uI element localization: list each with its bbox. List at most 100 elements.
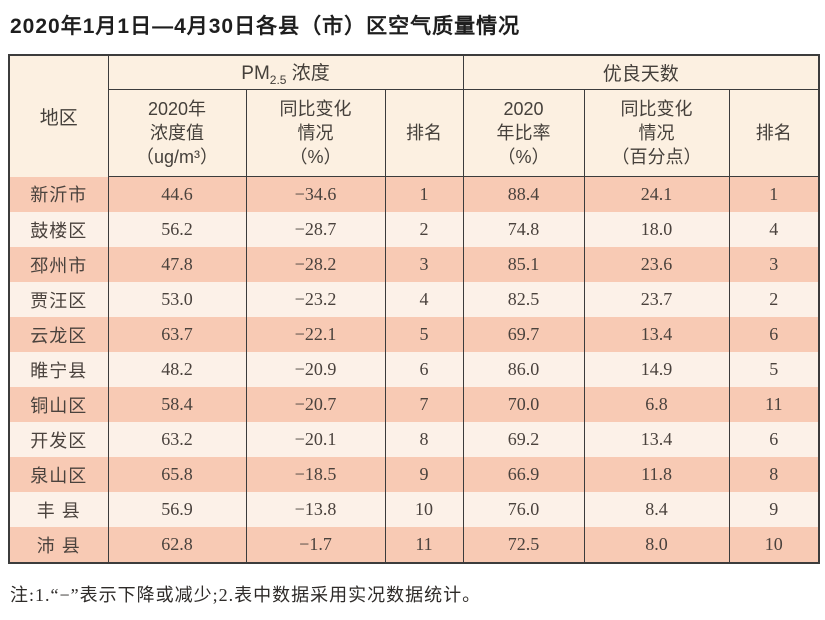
- value-cell: 23.7: [583, 282, 730, 317]
- column-header-good-rank: 排名: [728, 89, 820, 177]
- value-cell: −28.7: [245, 212, 386, 247]
- value-cell: 48.2: [107, 352, 247, 387]
- value-cell: 88.4: [462, 176, 585, 212]
- column-header-pm25-rank: 排名: [384, 89, 464, 177]
- value-cell: 58.4: [107, 387, 247, 422]
- value-cell: 65.8: [107, 457, 247, 492]
- value-cell: −23.2: [245, 282, 386, 317]
- table-body: 新沂市 44.6 −34.6 1 88.4 24.1 1 鼓楼区 56.2 −28.7 2 74.8 1…: [8, 176, 820, 563]
- value-cell: 13.4: [583, 317, 730, 352]
- value-cell: 6.8: [583, 387, 730, 422]
- table-row: 贾汪区 53.0 −23.2 4 82.5 23.7 2: [8, 282, 820, 317]
- pm25-label-suffix: 浓度: [286, 63, 330, 85]
- region-cell: 丰 县: [8, 492, 109, 527]
- value-cell: 63.7: [107, 317, 247, 352]
- region-cell: 云龙区: [8, 317, 109, 352]
- value-cell: −13.8: [245, 492, 386, 527]
- value-cell: 44.6: [107, 176, 247, 212]
- value-cell: 2: [728, 282, 820, 317]
- value-cell: 53.0: [107, 282, 247, 317]
- value-cell: −22.1: [245, 317, 386, 352]
- region-cell: 新沂市: [8, 176, 109, 212]
- pm25-label-subscript: 2.5: [269, 72, 287, 87]
- value-cell: 47.8: [107, 247, 247, 282]
- value-cell: 10: [728, 527, 820, 563]
- table-row: 新沂市 44.6 −34.6 1 88.4 24.1 1: [8, 176, 820, 212]
- page-title: 2020年1月1日—4月30日各县（市）区空气质量情况: [10, 15, 521, 38]
- value-cell: 1: [728, 176, 820, 212]
- value-cell: 11: [384, 527, 464, 563]
- region-cell: 开发区: [8, 422, 109, 457]
- value-cell: 6: [728, 422, 820, 457]
- value-cell: 14.9: [583, 352, 730, 387]
- value-cell: 56.2: [107, 212, 247, 247]
- group-header-row: 地区 PM2.5 浓度 优良天数: [8, 55, 820, 177]
- value-cell: 8.4: [583, 492, 730, 527]
- value-cell: 86.0: [462, 352, 585, 387]
- table-row: 鼓楼区 56.2 −28.7 2 74.8 18.0 4: [8, 212, 820, 247]
- region-cell: 邳州市: [8, 247, 109, 282]
- value-cell: 69.7: [462, 317, 585, 352]
- value-cell: 1: [384, 176, 464, 212]
- column-header-pm25-value: 2020年 浓度值 （ug/m³）: [107, 89, 247, 177]
- value-cell: 5: [384, 317, 464, 352]
- value-cell: 4: [384, 282, 464, 317]
- value-cell: 2: [384, 212, 464, 247]
- value-cell: 23.6: [583, 247, 730, 282]
- table-row: 云龙区 63.7 −22.1 5 69.7 13.4 6: [8, 317, 820, 352]
- region-cell: 睢宁县: [8, 352, 109, 387]
- pm25-label-prefix: PM: [241, 63, 270, 85]
- value-cell: 10: [384, 492, 464, 527]
- region-cell: 沛 县: [8, 527, 109, 563]
- column-header-pm25-change: 同比变化 情况 （%）: [245, 89, 386, 177]
- value-cell: −20.7: [245, 387, 386, 422]
- table-row: 邳州市 47.8 −28.2 3 85.1 23.6 3: [8, 247, 820, 282]
- region-cell: 铜山区: [8, 387, 109, 422]
- value-cell: 82.5: [462, 282, 585, 317]
- table-row: 开发区 63.2 −20.1 8 69.2 13.4 6: [8, 422, 820, 457]
- value-cell: −20.9: [245, 352, 386, 387]
- region-cell: 泉山区: [8, 457, 109, 492]
- value-cell: 63.2: [107, 422, 247, 457]
- table-header: 地区 PM2.5 浓度 优良天数 2020年 浓度值 （ug/m³） 同比变化 …: [8, 55, 820, 177]
- value-cell: 56.9: [107, 492, 247, 527]
- value-cell: 9: [384, 457, 464, 492]
- value-cell: 24.1: [583, 176, 730, 212]
- value-cell: 66.9: [462, 457, 585, 492]
- value-cell: 72.5: [462, 527, 585, 563]
- value-cell: −34.6: [245, 176, 386, 212]
- value-cell: 69.2: [462, 422, 585, 457]
- value-cell: 9: [728, 492, 820, 527]
- value-cell: 18.0: [583, 212, 730, 247]
- value-cell: 62.8: [107, 527, 247, 563]
- value-cell: 8: [384, 422, 464, 457]
- value-cell: −1.7: [245, 527, 386, 563]
- region-cell: 贾汪区: [8, 282, 109, 317]
- group-header-good-days: 优良天数: [462, 55, 820, 90]
- table-row: 泉山区 65.8 −18.5 9 66.9 11.8 8: [8, 457, 820, 492]
- table-row: 睢宁县 48.2 −20.9 6 86.0 14.9 5: [8, 352, 820, 387]
- value-cell: 74.8: [462, 212, 585, 247]
- column-header-good-ratio: 2020 年比率 （%）: [462, 89, 585, 177]
- value-cell: 6: [384, 352, 464, 387]
- group-header-pm25: PM2.5 浓度: [107, 55, 464, 90]
- value-cell: 11: [728, 387, 820, 422]
- value-cell: 6: [728, 317, 820, 352]
- table-row: 铜山区 58.4 −20.7 7 70.0 6.8 11: [8, 387, 820, 422]
- value-cell: 8: [728, 457, 820, 492]
- value-cell: 70.0: [462, 387, 585, 422]
- region-cell: 鼓楼区: [8, 212, 109, 247]
- value-cell: 76.0: [462, 492, 585, 527]
- value-cell: 5: [728, 352, 820, 387]
- air-quality-table: 地区 PM2.5 浓度 优良天数 2020年 浓度值 （ug/m³） 同比变化 …: [8, 54, 821, 564]
- column-header-region: 地区: [8, 55, 109, 177]
- value-cell: 85.1: [462, 247, 585, 282]
- value-cell: 3: [728, 247, 820, 282]
- value-cell: 8.0: [583, 527, 730, 563]
- value-cell: 11.8: [583, 457, 730, 492]
- value-cell: −28.2: [245, 247, 386, 282]
- value-cell: −20.1: [245, 422, 386, 457]
- value-cell: 13.4: [583, 422, 730, 457]
- value-cell: 4: [728, 212, 820, 247]
